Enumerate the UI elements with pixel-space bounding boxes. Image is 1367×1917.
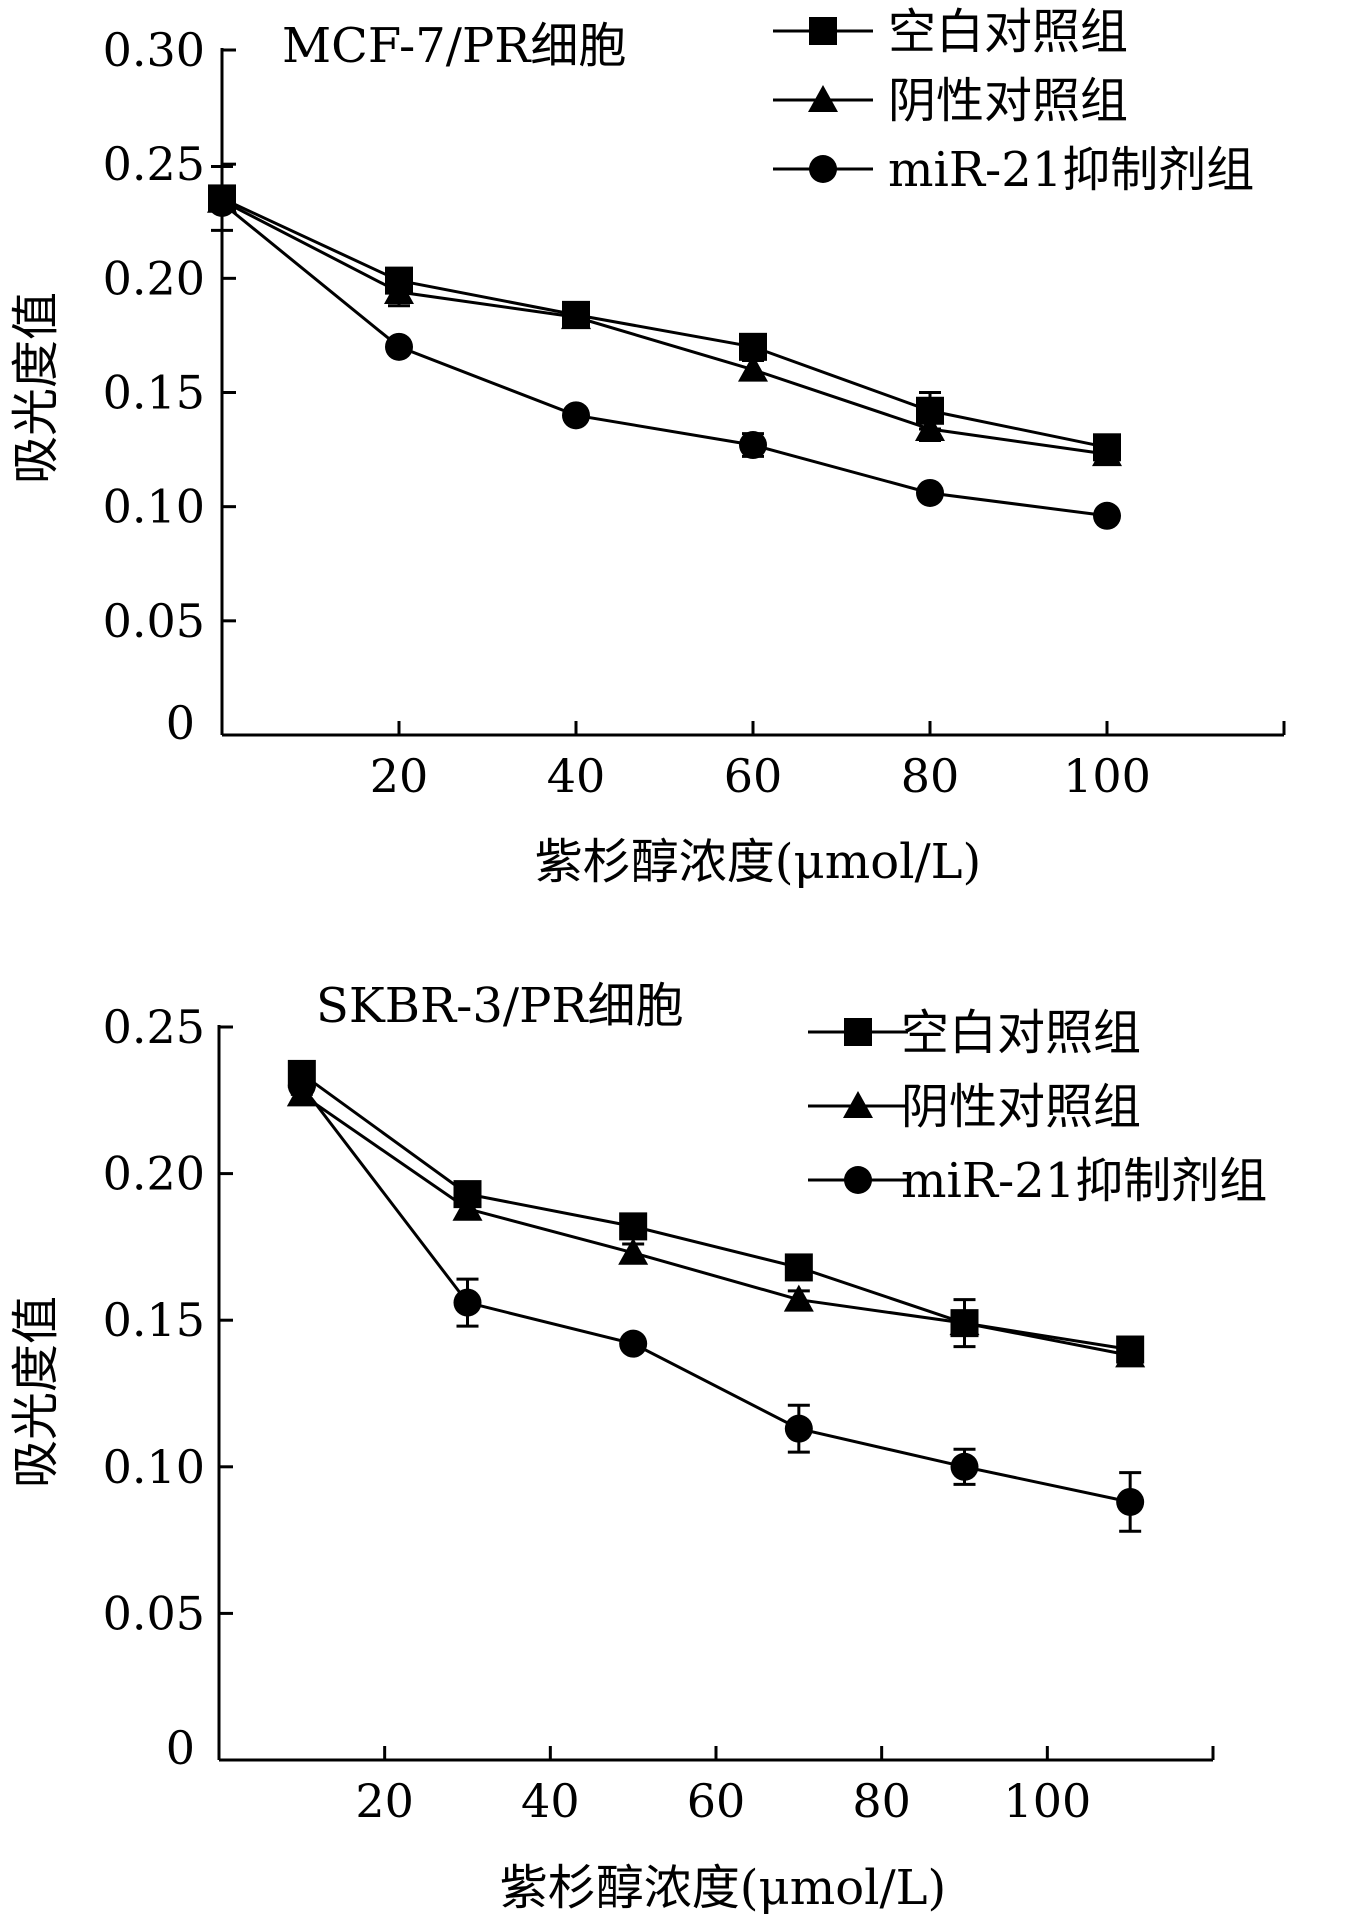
x-tick-label: 80 xyxy=(901,749,960,803)
data-point-triangle xyxy=(1115,1340,1146,1368)
legend-marker-square xyxy=(844,1018,872,1046)
x-tick-label: 60 xyxy=(724,749,783,803)
y-tick-label: 0.05 xyxy=(103,594,205,648)
legend-marker-circle xyxy=(809,155,837,183)
legend-label: miR-21抑制剂组 xyxy=(888,142,1254,198)
legend-marker-circle xyxy=(844,1166,872,1194)
x-tick-label: 80 xyxy=(852,1774,911,1828)
y-axis-title: 吸光度值 xyxy=(8,292,64,484)
data-point-square xyxy=(784,1253,813,1282)
chart-panel-skbr3: 0 0.05 0.10 0.15 0.20 0.25 20 40 60 80 100 SKBR-3/P… xyxy=(8,978,1267,1916)
legend-label: 阴性对照组 xyxy=(888,73,1128,129)
y-tick-label: 0.15 xyxy=(103,366,205,420)
x-tick-label: 100 xyxy=(1003,1774,1091,1828)
series-line-circle xyxy=(221,201,1108,518)
y-tick-label: 0.10 xyxy=(103,1440,205,1494)
y-axis-title: 吸光度值 xyxy=(8,1296,64,1488)
x-axis-title: 紫杉醇浓度(μmol/L) xyxy=(535,834,981,890)
y-tick-label: 0.15 xyxy=(103,1293,205,1347)
y-tick-label: 0 xyxy=(166,696,195,750)
series-line-triangle xyxy=(221,199,1108,456)
data-point-circle xyxy=(1116,1487,1145,1516)
data-point-triangle xyxy=(384,277,414,305)
legend-label: miR-21抑制剂组 xyxy=(901,1153,1267,1209)
data-point-circle xyxy=(208,188,236,217)
data-point-square xyxy=(619,1212,648,1241)
panel-title: SKBR-3/PR细胞 xyxy=(316,978,684,1034)
x-tick-label: 40 xyxy=(547,749,606,803)
chart-panel-mcf7: 0 0.05 0.10 0.15 0.20 0.25 0.30 20 40 60 80 100 MCF-… xyxy=(8,4,1286,890)
data-point-triangle xyxy=(618,1237,649,1265)
x-tick-label: 100 xyxy=(1063,749,1151,803)
data-point-triangle xyxy=(1092,439,1122,467)
y-tick-label: 0.25 xyxy=(103,137,205,191)
x-tick-label: 20 xyxy=(370,749,429,803)
panel-title: MCF-7/PR细胞 xyxy=(282,18,626,74)
y-tick-label: 0.20 xyxy=(103,1147,205,1201)
series-line-circle xyxy=(300,1084,1131,1504)
data-point-triangle xyxy=(561,302,591,330)
data-point-circle xyxy=(950,1452,979,1481)
data-point-circle xyxy=(453,1288,482,1317)
data-point-circle xyxy=(916,478,944,507)
y-tick-label: 0 xyxy=(166,1721,195,1775)
data-point-triangle xyxy=(915,414,945,442)
series-line-square xyxy=(221,197,1108,449)
legend-marker-square xyxy=(809,17,837,45)
y-tick-label: 0.30 xyxy=(103,23,205,77)
legend-marker-triangle xyxy=(843,1091,873,1118)
legend-label: 空白对照组 xyxy=(901,1005,1141,1061)
legend-marker-triangle xyxy=(808,85,838,112)
x-tick-label: 40 xyxy=(521,1774,580,1828)
x-tick-label: 20 xyxy=(355,1774,414,1828)
series-line-triangle xyxy=(300,1093,1131,1357)
data-point-triangle xyxy=(452,1193,483,1221)
y-tick-label: 0.20 xyxy=(103,251,205,305)
data-point-circle xyxy=(385,332,413,361)
data-point-circle xyxy=(739,431,767,460)
data-point-circle xyxy=(287,1071,316,1100)
y-tick-label: 0.05 xyxy=(103,1586,205,1640)
data-point-triangle xyxy=(783,1284,814,1312)
x-axis-title: 紫杉醇浓度(μmol/L) xyxy=(500,1860,946,1916)
legend-label: 阴性对照组 xyxy=(901,1079,1141,1135)
data-point-circle xyxy=(619,1329,648,1358)
data-point-circle xyxy=(562,401,590,430)
y-tick-label: 0.25 xyxy=(103,1000,205,1054)
data-point-triangle xyxy=(738,354,768,382)
data-point-circle xyxy=(784,1414,813,1443)
legend-label: 空白对照组 xyxy=(888,4,1128,60)
y-tick-label: 0.10 xyxy=(103,480,205,534)
data-point-circle xyxy=(1093,501,1121,530)
data-point-triangle xyxy=(949,1308,980,1336)
x-tick-label: 60 xyxy=(687,1774,746,1828)
